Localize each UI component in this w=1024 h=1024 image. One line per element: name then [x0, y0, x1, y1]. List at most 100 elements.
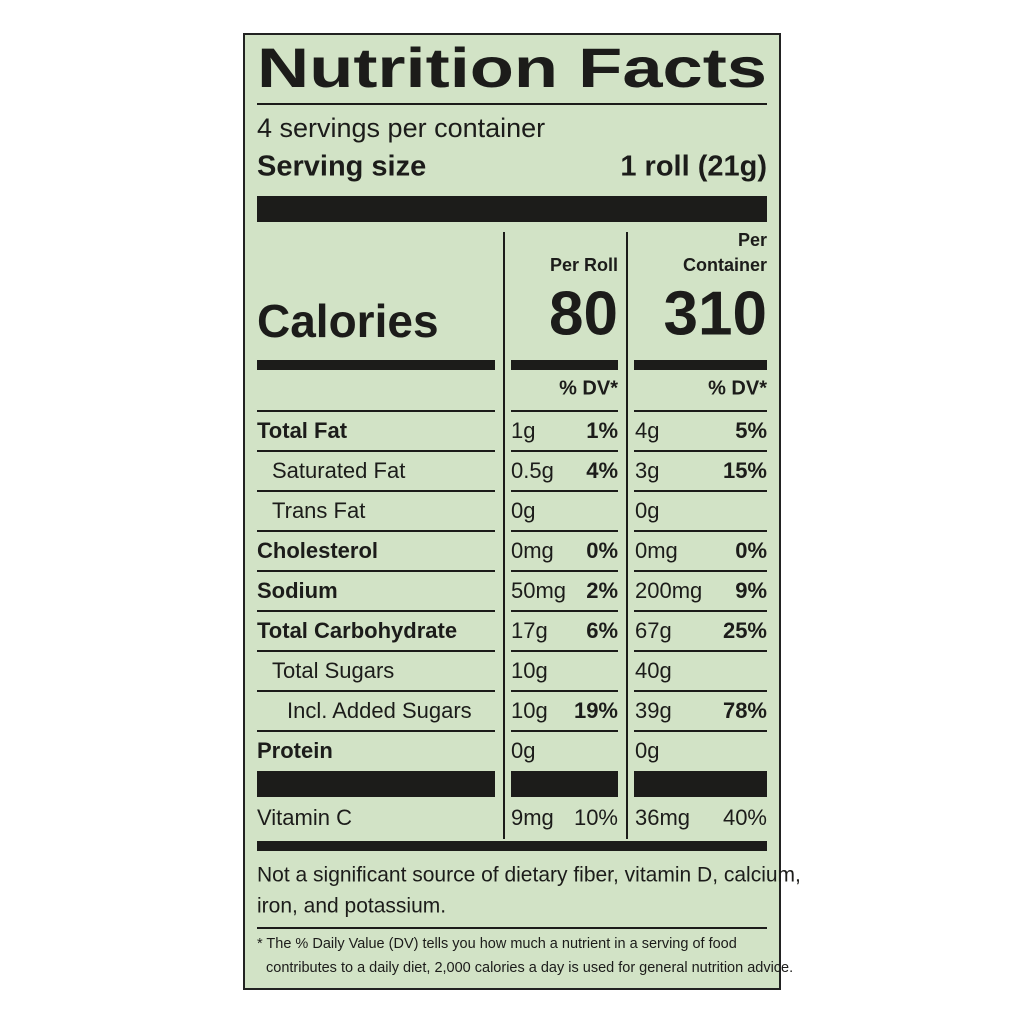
- column-header: Per Roll: [550, 255, 618, 275]
- nutrient-name: Cholesterol: [257, 538, 378, 563]
- footnote: * The % Daily Value (DV) tells you how m…: [257, 936, 737, 952]
- daily-value: 15%: [723, 458, 767, 483]
- thick-rule: [257, 841, 767, 851]
- amount: 0g: [511, 738, 535, 763]
- amount: 4g: [635, 418, 659, 443]
- rule: [511, 530, 618, 532]
- rule: [634, 650, 767, 652]
- daily-value: 0%: [735, 538, 767, 563]
- thick-rule: [257, 771, 495, 797]
- nutrient-name: Total Fat: [257, 418, 348, 443]
- amount: 0.5g: [511, 458, 554, 483]
- daily-value: 4%: [586, 458, 618, 483]
- thick-rule: [257, 196, 767, 222]
- serving-size-label: Serving size: [257, 151, 426, 183]
- rule: [634, 490, 767, 492]
- rule: [511, 690, 618, 692]
- calories-value: 80: [549, 279, 618, 348]
- amount: 0mg: [511, 538, 554, 563]
- amount: 17g: [511, 618, 548, 643]
- daily-value: 25%: [723, 618, 767, 643]
- nutrient-name: Trans Fat: [272, 498, 365, 523]
- nutrient-name: Protein: [257, 738, 333, 763]
- rule: [257, 650, 495, 652]
- amount: 0g: [635, 738, 659, 763]
- serving-size-value: 1 roll (21g): [620, 151, 767, 183]
- amount: 36mg: [635, 805, 690, 830]
- daily-value: 2%: [586, 578, 618, 603]
- daily-value: 6%: [586, 618, 618, 643]
- rule: [634, 410, 767, 412]
- rule: [634, 610, 767, 612]
- nutrient-name: Saturated Fat: [272, 458, 405, 483]
- amount: 9mg: [511, 805, 554, 830]
- rule: [511, 570, 618, 572]
- daily-value: 19%: [574, 698, 618, 723]
- rule: [257, 450, 495, 452]
- nutrient-name: Sodium: [257, 578, 338, 603]
- rule: [257, 530, 495, 532]
- rule: [257, 570, 495, 572]
- amount: 67g: [635, 618, 672, 643]
- thick-rule: [634, 771, 767, 797]
- daily-value: 10%: [574, 805, 618, 830]
- calories-value: 310: [664, 279, 767, 348]
- daily-value: 5%: [735, 418, 767, 443]
- rule: [511, 650, 618, 652]
- rule: [257, 410, 495, 412]
- calories-label: Calories: [257, 295, 439, 347]
- thick-rule: [257, 360, 495, 370]
- amount: 1g: [511, 418, 535, 443]
- nutrient-name: Total Carbohydrate: [257, 618, 457, 643]
- thick-rule: [511, 771, 618, 797]
- title: Nutrition Facts: [257, 36, 767, 99]
- thick-rule: [511, 360, 618, 370]
- column-header: Per: [738, 230, 767, 250]
- amount: 0g: [511, 498, 535, 523]
- rule: [511, 610, 618, 612]
- rule: [634, 450, 767, 452]
- amount: 0mg: [635, 538, 678, 563]
- note: Not a significant source of dietary fibe…: [257, 864, 801, 887]
- amount: 39g: [635, 698, 672, 723]
- daily-value: 0%: [586, 538, 618, 563]
- dv-header: % DV*: [708, 377, 767, 399]
- note: iron, and potassium.: [257, 895, 446, 918]
- rule: [257, 730, 495, 732]
- rule: [257, 927, 767, 929]
- rule: [257, 103, 767, 105]
- rule: [634, 730, 767, 732]
- rule: [257, 610, 495, 612]
- rule: [634, 570, 767, 572]
- rule: [257, 490, 495, 492]
- rule: [511, 730, 618, 732]
- rule: [634, 530, 767, 532]
- panel: [243, 33, 781, 990]
- thick-rule: [634, 360, 767, 370]
- vitamin-name: Vitamin C: [257, 805, 352, 830]
- rule: [511, 490, 618, 492]
- rule: [634, 690, 767, 692]
- nutrient-name: Incl. Added Sugars: [287, 698, 472, 723]
- daily-value: 40%: [723, 805, 767, 830]
- amount: 200mg: [635, 578, 702, 603]
- amount: 50mg: [511, 578, 566, 603]
- servings: 4 servings per container: [257, 113, 545, 143]
- rule: [511, 450, 618, 452]
- daily-value: 1%: [586, 418, 618, 443]
- daily-value: 9%: [735, 578, 767, 603]
- dv-header: % DV*: [559, 377, 618, 399]
- amount: 10g: [511, 658, 548, 683]
- footnote: contributes to a daily diet, 2,000 calor…: [266, 960, 793, 976]
- amount: 3g: [635, 458, 659, 483]
- amount: 10g: [511, 698, 548, 723]
- nutrient-name: Total Sugars: [272, 658, 394, 683]
- amount: 0g: [635, 498, 659, 523]
- rule: [511, 410, 618, 412]
- rule: [257, 690, 495, 692]
- column-header: Container: [683, 255, 767, 275]
- daily-value: 78%: [723, 698, 767, 723]
- amount: 40g: [635, 658, 672, 683]
